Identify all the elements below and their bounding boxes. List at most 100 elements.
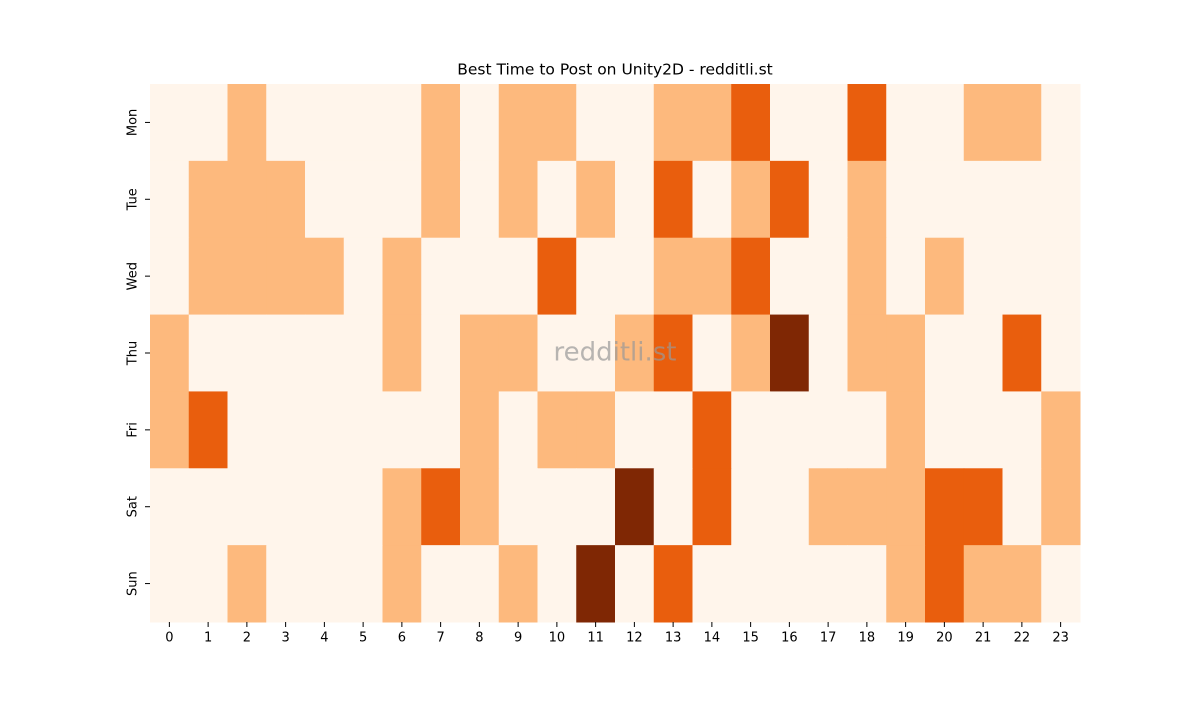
- x-tick-label: 7: [436, 631, 444, 646]
- cell: [1041, 84, 1081, 162]
- cell: [925, 468, 965, 546]
- cell: [498, 160, 538, 239]
- cell: [576, 468, 616, 546]
- cell: [886, 391, 926, 469]
- cell: [343, 160, 383, 239]
- y-tick-label: Fri: [126, 422, 141, 438]
- x-tick-label: 14: [704, 631, 721, 646]
- chart-title: Best Time to Post on Unity2D - redditli.…: [457, 61, 772, 79]
- cell: [615, 468, 655, 546]
- cell: [421, 84, 461, 162]
- cell: [653, 237, 693, 316]
- cell: [150, 84, 190, 162]
- cell: [421, 468, 461, 546]
- cell: [421, 160, 461, 239]
- cell: [266, 545, 306, 623]
- cell: [382, 391, 422, 469]
- cell: [305, 314, 345, 392]
- cell: [886, 160, 926, 239]
- cell: [460, 237, 500, 316]
- cell: [731, 545, 771, 623]
- cell: [925, 160, 965, 239]
- cell: [925, 84, 965, 162]
- cell: [1041, 391, 1081, 469]
- cell: [305, 545, 345, 623]
- cell: [692, 391, 732, 469]
- cell: [808, 545, 848, 623]
- y-tick-label: Sun: [126, 571, 141, 596]
- watermark: redditli.st: [554, 338, 677, 368]
- cell: [421, 237, 461, 316]
- cell: [731, 84, 771, 162]
- cell: [925, 545, 965, 623]
- cell: [266, 237, 306, 316]
- cell: [963, 391, 1003, 469]
- cell: [305, 84, 345, 162]
- cell: [150, 545, 190, 623]
- cell: [770, 545, 810, 623]
- cell: [498, 237, 538, 316]
- x-tick-label: 20: [936, 631, 953, 646]
- x-tick-label: 17: [820, 631, 837, 646]
- cell: [653, 314, 693, 392]
- cell: [150, 391, 190, 469]
- cell: [343, 545, 383, 623]
- cell: [731, 391, 771, 469]
- cell: [653, 545, 693, 623]
- cell: [615, 237, 655, 316]
- cell: [305, 237, 345, 316]
- cell: [692, 160, 732, 239]
- x-tick-label: 6: [398, 631, 406, 646]
- cell: [1041, 314, 1081, 392]
- cell: [576, 84, 616, 162]
- cell: [150, 468, 190, 546]
- cell: [460, 84, 500, 162]
- cell: [188, 545, 228, 623]
- cell: [188, 237, 228, 316]
- x-tick-label: 22: [1014, 631, 1031, 646]
- cell: [1041, 468, 1081, 546]
- cell: [847, 237, 887, 316]
- x-tick-label: 13: [665, 631, 682, 646]
- cell: [305, 160, 345, 239]
- cell: [1002, 391, 1042, 469]
- cell: [653, 84, 693, 162]
- cell: [770, 468, 810, 546]
- cell: [1002, 237, 1042, 316]
- cell: [537, 391, 577, 469]
- cell: [305, 391, 345, 469]
- cell: [731, 314, 771, 392]
- cell: [227, 160, 267, 239]
- cell: [576, 160, 616, 239]
- x-tick-label: 1: [204, 631, 212, 646]
- cell: [963, 237, 1003, 316]
- x-tick-label: 18: [859, 631, 876, 646]
- cell: [692, 545, 732, 623]
- cell: [460, 545, 500, 623]
- cell: [421, 545, 461, 623]
- x-tick-label: 3: [281, 631, 289, 646]
- cell: [460, 160, 500, 239]
- cell: [963, 314, 1003, 392]
- cell: [808, 160, 848, 239]
- cell: [576, 545, 616, 623]
- cell: [576, 391, 616, 469]
- cell: [653, 160, 693, 239]
- cell: [886, 84, 926, 162]
- cell: [382, 545, 422, 623]
- cell: [266, 160, 306, 239]
- x-tick-label: 11: [587, 631, 604, 646]
- cell: [615, 314, 655, 392]
- cell: [770, 237, 810, 316]
- cell: [1041, 160, 1081, 239]
- cell: [382, 314, 422, 392]
- cell: [498, 314, 538, 392]
- cell: [382, 84, 422, 162]
- cell: [731, 237, 771, 316]
- cell: [1002, 314, 1042, 392]
- cell: [498, 468, 538, 546]
- cell: [963, 545, 1003, 623]
- cell: [963, 160, 1003, 239]
- cell: [847, 160, 887, 239]
- cell: [808, 237, 848, 316]
